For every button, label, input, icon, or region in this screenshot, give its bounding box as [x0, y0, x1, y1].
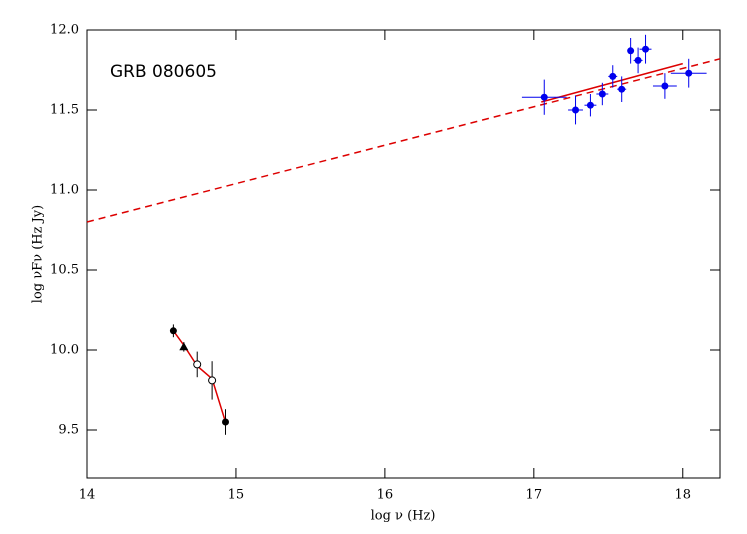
y-tick-label: 11.0	[50, 183, 79, 198]
fit-line	[172, 330, 227, 423]
x-tick-label: 17	[526, 488, 543, 503]
y-tick-label: 10.0	[50, 343, 79, 358]
point	[685, 69, 693, 77]
point	[618, 85, 626, 93]
point	[208, 376, 217, 385]
y-tick-label: 12.0	[50, 23, 79, 38]
point	[169, 327, 177, 335]
point	[193, 360, 202, 369]
point	[642, 45, 650, 53]
point	[222, 418, 230, 426]
point	[179, 342, 189, 351]
x-tick-label: 14	[79, 488, 96, 503]
x-axis-label: log ν (Hz)	[371, 509, 436, 524]
point	[609, 72, 617, 80]
x-tick-label: 16	[377, 488, 394, 503]
point	[627, 47, 635, 55]
point	[586, 101, 594, 109]
point	[572, 106, 580, 114]
point	[598, 90, 606, 98]
y-tick-label: 9.5	[58, 423, 79, 438]
fit-line	[541, 62, 683, 103]
x-tick-label: 15	[228, 488, 245, 503]
annotation: GRB 080605	[110, 62, 217, 82]
point	[634, 56, 642, 64]
y-axis-label: log νFν (Hz Jy)	[31, 205, 46, 303]
x-tick-label: 18	[674, 488, 691, 503]
y-tick-label: 10.5	[50, 263, 79, 278]
point	[661, 82, 669, 90]
plot-frame	[86, 29, 721, 479]
point	[540, 93, 548, 101]
fit-line	[86, 58, 721, 223]
y-tick-label: 11.5	[50, 103, 79, 118]
